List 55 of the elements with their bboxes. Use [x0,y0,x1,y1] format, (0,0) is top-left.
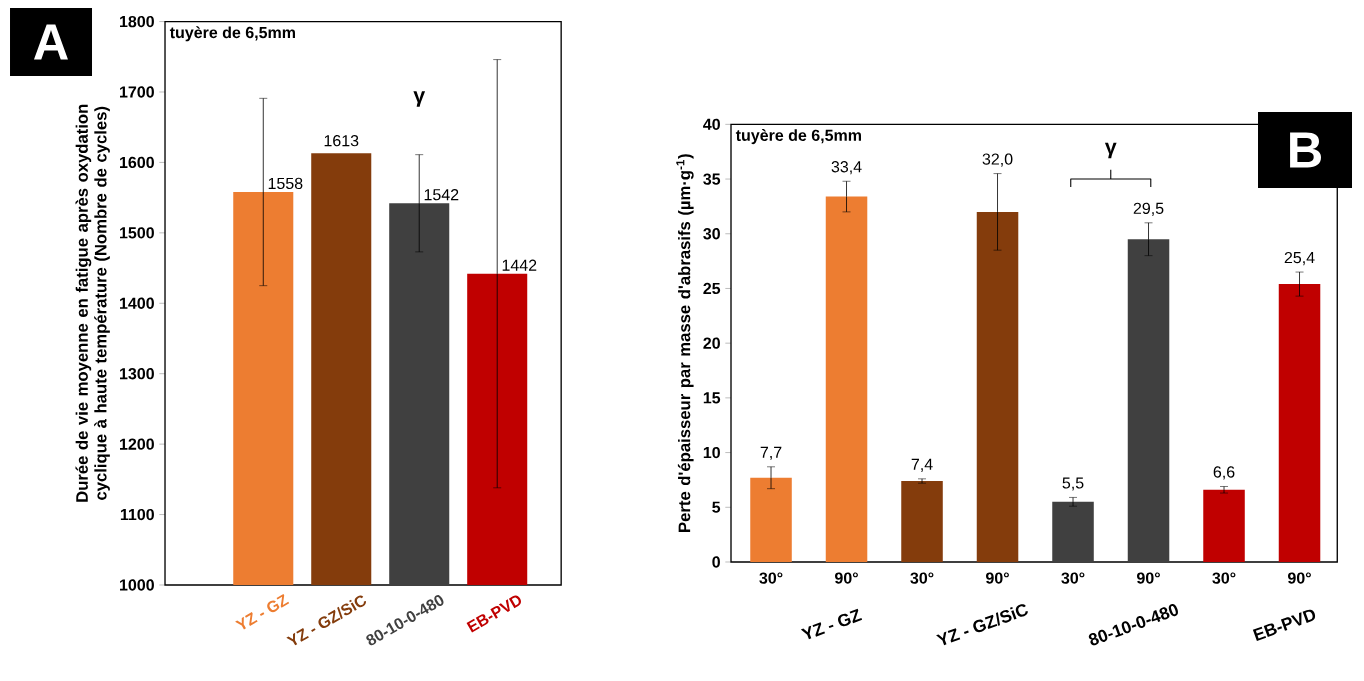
data-label: 33,4 [831,161,862,175]
y-tick-label: 30 [703,228,720,240]
bar [1127,239,1170,562]
y-tick-label: 0 [712,556,720,568]
data-label: 1613 [324,135,359,147]
annotation: γ [413,91,426,107]
y-tick-label: 1600 [120,156,154,169]
x-tick-label: 90° [985,572,1009,584]
data-label: 6,6 [1213,466,1235,480]
x-tick-label: 90° [1136,572,1160,584]
data-label: 1442 [502,259,537,271]
y-tick-label: 1100 [120,508,154,521]
y-tick-label: 1200 [120,438,154,450]
chart-title: A [33,24,68,60]
y-tick-label: 25 [703,282,721,295]
bar [976,211,1019,562]
x-tick-label: YZ - GZ [235,593,290,630]
y-tick-label: 35 [703,173,721,185]
data-label: 25,4 [1284,251,1315,266]
x-tick-label: 30° [1061,572,1085,584]
y-tick-label: 1800 [120,15,154,28]
bar [750,477,792,562]
y-tick-label: 15 [703,392,721,404]
annotation: tuyère de 6,5mm [735,129,861,145]
annotation: tuyère de 6,5mm [169,26,295,42]
y-axis-title: Durée de vie moyenne en fatigue après oxydation cyclique à haute température (Nombre de cycles) [75,104,110,502]
x-tick-label: 90° [834,572,858,584]
x-tick-label: 30° [759,572,783,584]
y-tick-label: 20 [703,337,720,349]
bar [825,196,868,562]
x-tick-label: 30° [910,572,934,584]
chart-title: B [1290,132,1321,168]
data-label: 1542 [424,189,459,201]
annotation: γ [1104,142,1117,159]
y-tick-label: 1000 [120,579,154,591]
data-label: 7,7 [760,446,782,460]
x-tick-label: 90° [1287,572,1311,584]
y-tick-label: 1400 [120,297,154,309]
y-tick-label: 1500 [120,227,154,239]
x-tick-label: 30° [1212,572,1236,584]
data-label: 29,5 [1133,202,1164,216]
bar [901,481,943,562]
data-label: 1558 [268,177,303,190]
data-label: 7,4 [911,458,933,472]
y-tick-label: 40 [703,118,720,131]
y-tick-label: 1700 [120,86,154,98]
data-label: 32,0 [982,153,1013,167]
bar [1278,284,1321,562]
data-label: 5,5 [1062,477,1084,491]
y-tick-label: 1300 [120,368,154,380]
y-axis-title: Perte d'épaisseur par masse d'abrasifs (µm·g$^{-1}$) [676,154,694,532]
bar [1203,489,1245,562]
y-tick-label: 5 [712,501,721,513]
bar [1052,501,1094,562]
y-tick-label: 10 [703,446,720,459]
